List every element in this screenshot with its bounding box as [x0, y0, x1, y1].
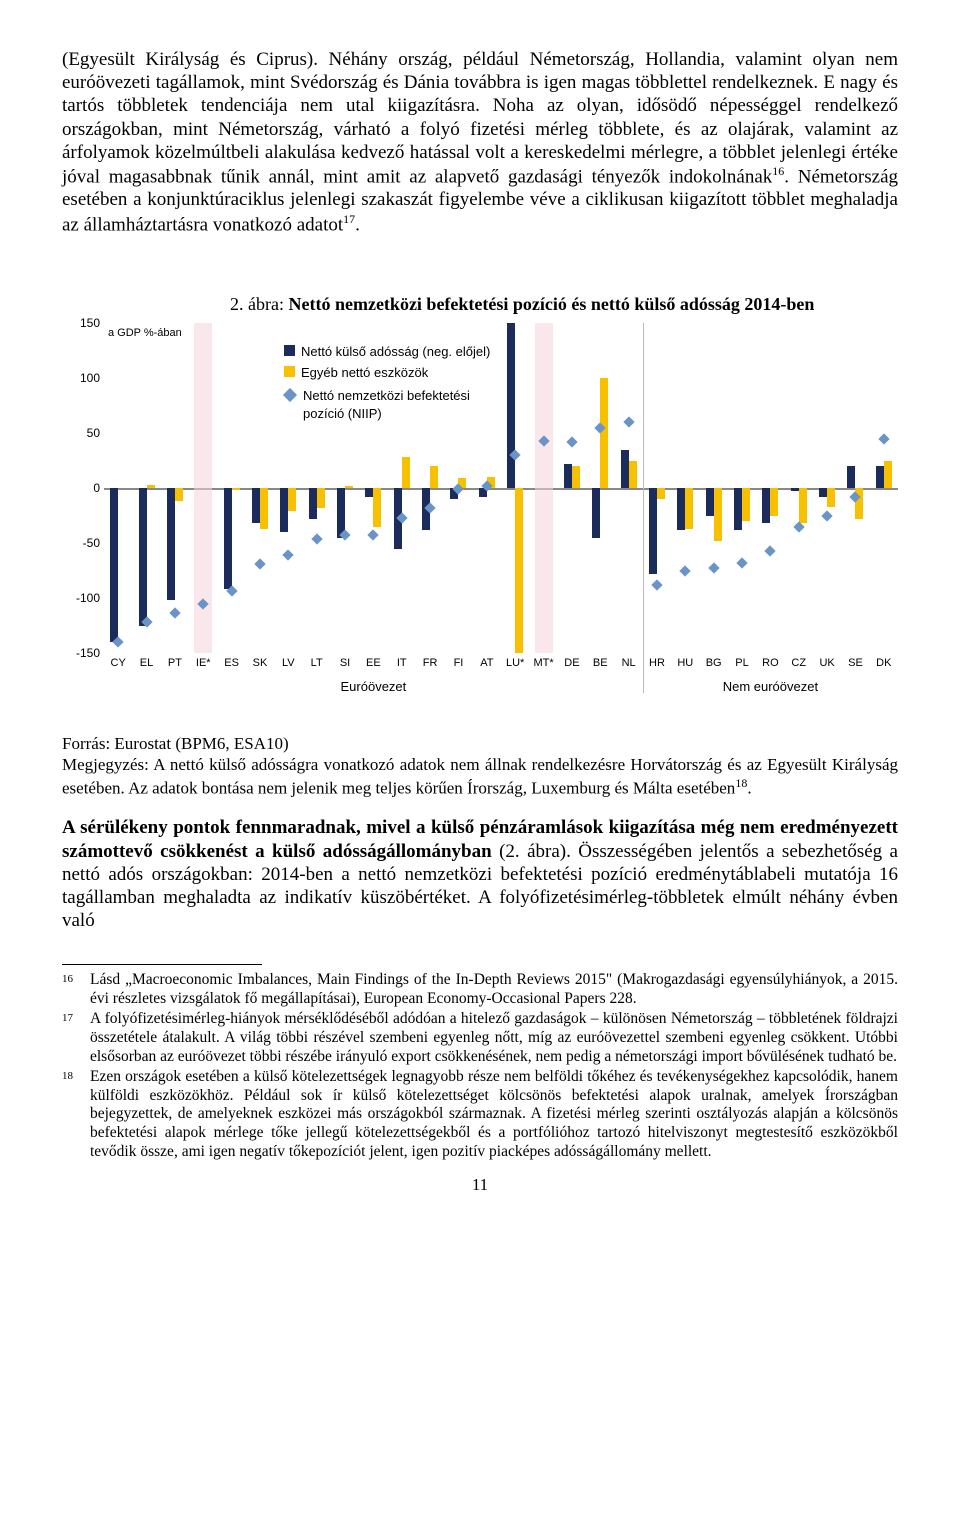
paragraph-2: A sérülékeny pontok fennmaradnak, mivel … [62, 816, 898, 932]
chart-source: Forrás: Eurostat (BPM6, ESA10) Megjegyzé… [62, 733, 898, 798]
footnote-separator [62, 964, 262, 965]
figure-caption: 2. ábra: Nettó nemzetközi befektetési po… [62, 294, 898, 315]
footnote-16: 16 Lásd „Macroeconomic Imbalances, Main … [62, 971, 898, 1008]
footnote-18: 18 Ezen országok esetében a külső kötele… [62, 1068, 898, 1161]
chart-legend: Nettó külső adósság (neg. előjel) Egyéb … [284, 343, 513, 425]
footnote-17: 17 A folyófizetésimérleg-hiányok mérsékl… [62, 1010, 898, 1066]
gdp-unit-label: a GDP %-ában [108, 327, 182, 339]
chart-niip: 150100500-50-100-150 a GDP %-ában Nettó … [62, 317, 898, 727]
page-number: 11 [62, 1175, 898, 1195]
paragraph-1: (Egyesült Királyság és Ciprus). Néhány o… [62, 48, 898, 236]
